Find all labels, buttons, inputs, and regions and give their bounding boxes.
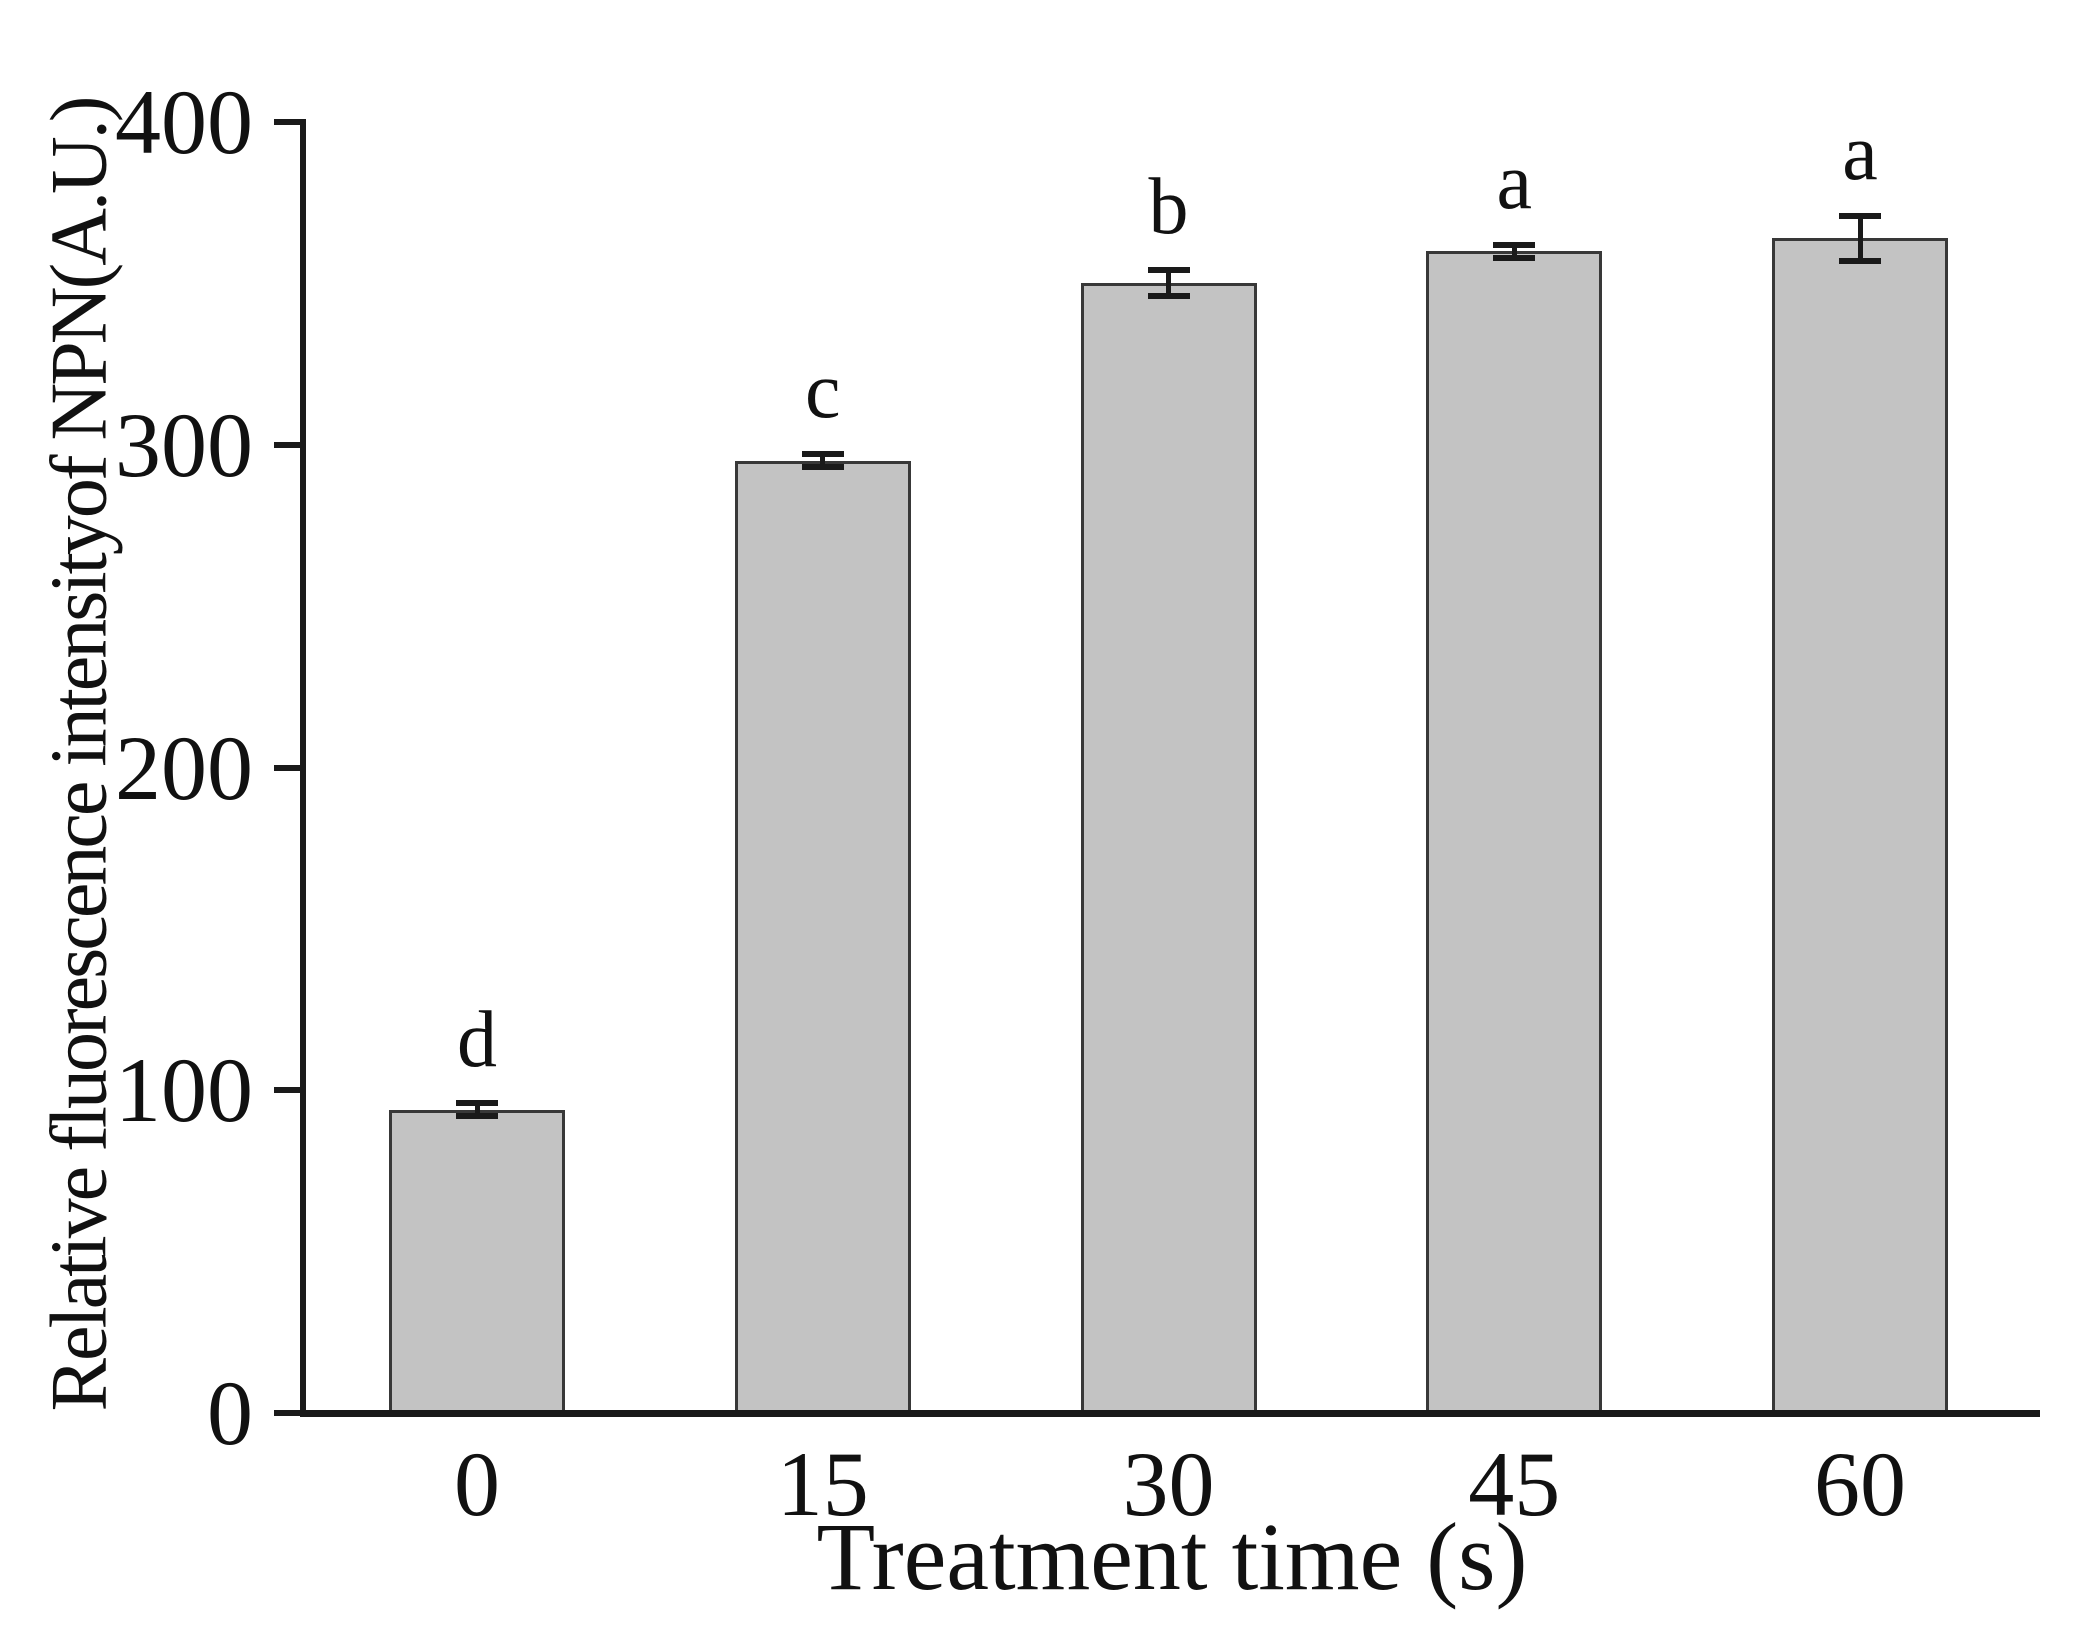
y-tick-label: 400 (115, 71, 253, 173)
significance-letter: b (1148, 163, 1189, 251)
error-bar-top-cap (1493, 242, 1536, 248)
error-bar-top-cap (1839, 213, 1881, 219)
y-tick-mark (274, 1410, 300, 1416)
error-bar-top-cap (801, 451, 844, 457)
x-tick-label: 30 (1122, 1433, 1215, 1535)
x-axis-spine (300, 1410, 2040, 1417)
error-bar-bottom-cap (456, 1113, 498, 1119)
y-tick-mark (274, 1087, 300, 1093)
x-tick-label: 0 (454, 1433, 500, 1535)
y-tick-mark (274, 765, 300, 771)
x-axis-title: Treatment time (s) (816, 1503, 1528, 1610)
error-bar-line (1511, 245, 1517, 258)
y-tick-label: 100 (115, 1039, 253, 1141)
bar (1772, 238, 1948, 1416)
y-axis-spine (300, 119, 306, 1417)
y-tick-label: 300 (115, 394, 253, 496)
y-tick-mark (274, 119, 300, 125)
significance-letter: c (804, 347, 841, 435)
significance-letter: a (1842, 109, 1878, 197)
y-tick-label: 0 (207, 1362, 253, 1464)
x-tick-label: 45 (1468, 1433, 1561, 1535)
error-bar-bottom-cap (1839, 258, 1881, 264)
significance-letter: d (457, 996, 497, 1084)
x-tick-label: 15 (776, 1433, 869, 1535)
bar (734, 461, 911, 1416)
y-tick-mark (274, 442, 300, 448)
error-bar-bottom-cap (1493, 255, 1536, 261)
bar (1426, 251, 1603, 1416)
error-bar-bottom-cap (1147, 293, 1190, 299)
error-bar-line (1166, 270, 1171, 296)
bar (389, 1110, 565, 1416)
bar (1080, 283, 1257, 1416)
significance-letter: a (1496, 138, 1532, 226)
error-bar-bottom-cap (801, 464, 844, 470)
error-bar-line (1857, 216, 1863, 261)
error-bar-top-cap (456, 1100, 498, 1106)
error-bar-top-cap (1147, 267, 1190, 273)
error-bar-line (820, 454, 826, 467)
error-bar-line (474, 1103, 480, 1116)
y-tick-label: 200 (115, 717, 253, 819)
x-tick-label: 60 (1814, 1433, 1906, 1535)
